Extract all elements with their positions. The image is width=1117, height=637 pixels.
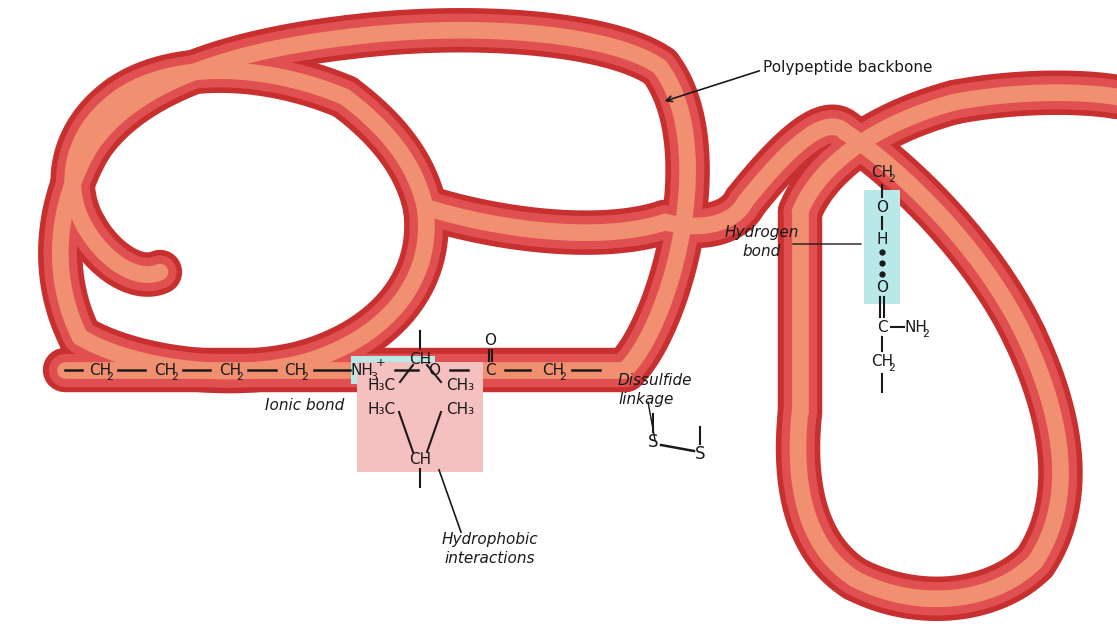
Text: 2: 2 (560, 372, 566, 382)
Text: 2: 2 (237, 372, 244, 382)
Text: CH₃: CH₃ (446, 378, 474, 392)
Text: CH: CH (871, 354, 894, 368)
Text: O: O (484, 333, 496, 348)
Text: CH: CH (409, 452, 431, 466)
Text: S: S (695, 445, 705, 463)
Text: CH₃: CH₃ (446, 401, 474, 417)
Text: Ionic bond: Ionic bond (266, 397, 345, 413)
Text: 2: 2 (172, 372, 179, 382)
Text: Hydrophobic
interactions: Hydrophobic interactions (441, 532, 538, 566)
Text: NH: NH (351, 362, 373, 378)
Text: H: H (876, 231, 888, 247)
Text: O: O (428, 362, 440, 378)
FancyBboxPatch shape (351, 356, 435, 384)
Text: S: S (648, 433, 658, 451)
Text: CH: CH (871, 164, 894, 180)
Text: −: − (421, 357, 431, 369)
Text: +: + (376, 358, 385, 368)
FancyBboxPatch shape (865, 190, 900, 304)
Text: O: O (876, 199, 888, 215)
Text: 2: 2 (888, 174, 896, 184)
Text: H₃C: H₃C (367, 401, 397, 417)
FancyBboxPatch shape (357, 362, 483, 472)
Text: H₃C: H₃C (367, 378, 397, 392)
Text: O: O (876, 280, 888, 294)
Text: Dissulfide
linkage: Dissulfide linkage (618, 373, 693, 408)
Text: CH: CH (219, 362, 241, 378)
Text: 2: 2 (923, 329, 929, 339)
Text: 2: 2 (888, 363, 896, 373)
Text: CH: CH (409, 352, 431, 366)
Text: CH: CH (542, 362, 564, 378)
Text: 2: 2 (106, 372, 114, 382)
Text: 2: 2 (302, 372, 308, 382)
Text: NH: NH (905, 320, 927, 334)
Text: CH: CH (89, 362, 111, 378)
Text: C: C (485, 362, 495, 378)
Text: 3: 3 (371, 372, 378, 382)
Text: CH: CH (284, 362, 306, 378)
Text: CH: CH (154, 362, 176, 378)
Text: Polypeptide backbone: Polypeptide backbone (763, 59, 933, 75)
Text: C: C (877, 320, 887, 334)
Text: Hydrogen
bond: Hydrogen bond (725, 225, 799, 259)
